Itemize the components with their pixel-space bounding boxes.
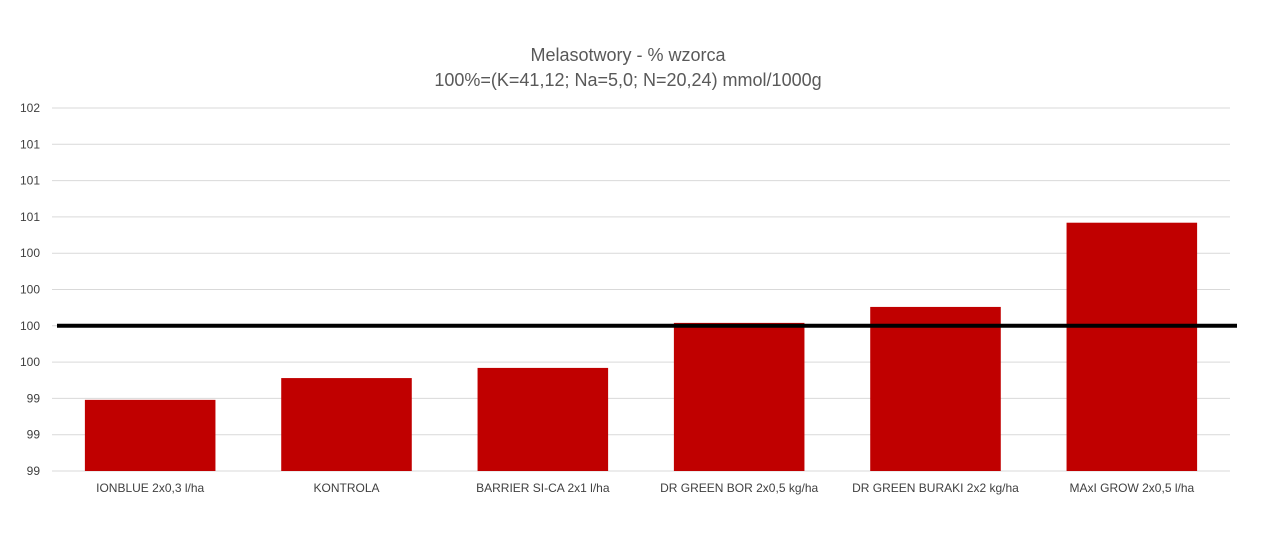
x-tick-label: IONBLUE 2x0,3 l/ha	[96, 481, 204, 495]
bar	[84, 399, 216, 471]
chart-title: Melasotwory - % wzorca	[530, 45, 726, 65]
y-tick-label: 100	[20, 246, 40, 260]
gridlines	[52, 107, 1230, 472]
y-tick-label: 100	[20, 319, 40, 333]
y-tick-label: 101	[20, 174, 40, 188]
y-tick-label: 99	[27, 464, 41, 478]
bar	[1066, 222, 1198, 471]
x-tick-label: DR GREEN BOR 2x0,5 kg/ha	[660, 481, 818, 495]
x-tick-label: BARRIER SI-CA 2x1 l/ha	[476, 481, 610, 495]
y-tick-label: 99	[27, 428, 41, 442]
x-tick-label: KONTROLA	[313, 481, 379, 495]
y-tick-label: 100	[20, 355, 40, 369]
y-tick-label: 102	[20, 101, 40, 115]
y-tick-label: 101	[20, 210, 40, 224]
bar	[477, 367, 609, 471]
y-tick-label: 99	[27, 391, 41, 405]
bar	[870, 306, 1001, 471]
bar	[673, 322, 805, 471]
y-tick-label: 101	[20, 137, 40, 151]
y-tick-label: 100	[20, 283, 40, 297]
x-tick-label: MAxI GROW 2x0,5 l/ha	[1069, 481, 1194, 495]
y-axis-tick-labels: 99 99 99 100 100 100 100 101 101 101 102	[20, 101, 40, 478]
bar	[281, 378, 412, 471]
x-tick-label: DR GREEN BURAKI 2x2 kg/ha	[852, 481, 1019, 495]
chart-subtitle: 100%=(K=41,12; Na=5,0; N=20,24) mmol/100…	[434, 70, 821, 90]
bars	[84, 222, 1198, 471]
x-axis-category-labels: IONBLUE 2x0,3 l/ha KONTROLA BARRIER SI-CA …	[96, 481, 1194, 495]
